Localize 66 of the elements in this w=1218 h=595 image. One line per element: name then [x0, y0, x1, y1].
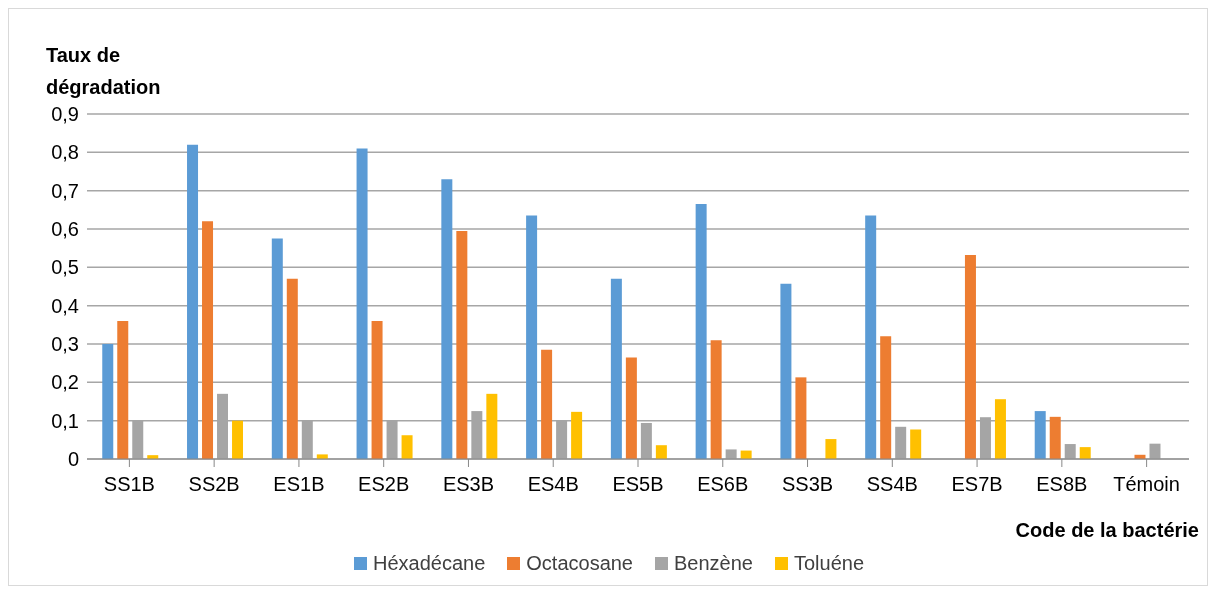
bar: [880, 336, 892, 459]
legend-label: Héxadécane: [371, 552, 486, 575]
y-tick-label: 0,5: [51, 256, 79, 279]
bar: [865, 215, 877, 459]
bar: [401, 435, 413, 459]
bar: [486, 393, 498, 459]
x-tick-label: ES4B: [527, 473, 579, 496]
x-tick-label: ES3B: [442, 473, 495, 496]
bar: [895, 426, 907, 459]
y-tick-label: 0,4: [51, 294, 79, 317]
bar: [202, 221, 214, 459]
bar: [610, 278, 622, 459]
legend-label: Toluéne: [792, 552, 865, 575]
y-tick-label: 0: [67, 448, 79, 471]
bar: [187, 144, 199, 459]
bar: [571, 411, 583, 459]
bar: [640, 422, 652, 459]
y-tick-label: 0,6: [51, 218, 79, 241]
x-tick-label: ES8B: [1036, 473, 1088, 496]
bar: [625, 357, 637, 459]
bar: [1079, 447, 1091, 459]
bar: [910, 429, 922, 459]
bar: [725, 449, 737, 459]
y-tick-label: 0,8: [51, 141, 79, 164]
y-tick-label: 0,2: [51, 371, 79, 394]
y-axis-title: Taux de dégradation: [46, 43, 162, 100]
bar: [441, 179, 453, 459]
bar: [271, 238, 283, 459]
y-tick-label: 0,7: [51, 179, 79, 202]
bar: [964, 255, 976, 459]
bar: [1034, 411, 1046, 459]
x-tick-label: ES1B: [273, 473, 325, 496]
bar: [695, 204, 707, 459]
bar: [1064, 444, 1076, 459]
bar: [994, 399, 1006, 459]
bar: [102, 344, 114, 459]
legend-label: Benzène: [673, 552, 753, 575]
bar: [286, 278, 298, 459]
bar: [1149, 443, 1161, 459]
bar: [371, 321, 383, 459]
bar: [232, 420, 244, 459]
bar: [541, 349, 553, 459]
y-tick-label: 0,1: [51, 409, 79, 432]
bar: [117, 321, 129, 459]
bar: [780, 283, 792, 459]
x-tick-label: ES5B: [612, 473, 664, 496]
x-tick-label: SS4B: [866, 473, 918, 496]
x-axis-title: Code de la bactérie: [1015, 519, 1199, 542]
x-tick-label: ES2B: [358, 473, 410, 496]
bar: [526, 215, 538, 459]
bar: [456, 230, 468, 459]
bar: [655, 445, 667, 459]
bar: [1049, 416, 1061, 459]
bar: [710, 340, 722, 459]
y-tick-label: 0,3: [51, 333, 79, 356]
legend-label: Octacosane: [525, 552, 633, 575]
y-tick-label: 0,9: [51, 103, 79, 126]
bar: [356, 148, 368, 459]
x-tick-label: SS2B: [188, 473, 240, 496]
bar: [795, 377, 807, 459]
x-tick-label: ES7B: [951, 473, 1003, 496]
x-tick-label: SS1B: [103, 473, 155, 496]
x-tick-label: SS3B: [781, 473, 834, 496]
x-tick-label: ES6B: [697, 473, 749, 496]
bar: [825, 439, 837, 459]
x-tick-label: Témoin: [1113, 473, 1180, 496]
